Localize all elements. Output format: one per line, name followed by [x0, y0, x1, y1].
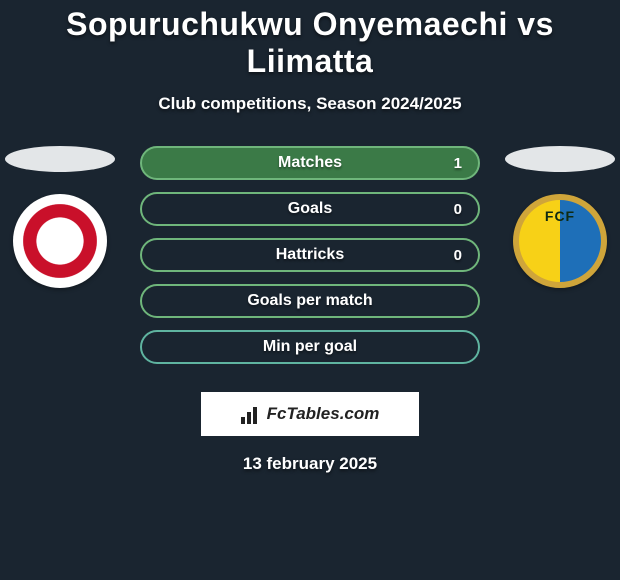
stat-bar-label: Min per goal: [263, 338, 357, 356]
subtitle: Club competitions, Season 2024/2025: [0, 94, 620, 114]
stat-bar-label: Matches: [278, 154, 342, 172]
stat-bar-label: Goals per match: [247, 292, 372, 310]
right-club-column: FCF: [500, 146, 620, 288]
stat-bars: Matches 1 Goals 0 Hattricks 0 Goals per match M…: [140, 146, 480, 364]
stat-bar-value: 0: [454, 201, 462, 218]
stat-bar: Goals per match: [140, 284, 480, 318]
stat-bar-label: Goals: [288, 200, 332, 218]
page-title: Sopuruchukwu Onyemaechi vs Liimatta: [0, 0, 620, 80]
date-line: 13 february 2025: [0, 454, 620, 474]
brand-text: FcTables.com: [267, 404, 380, 424]
bar-chart-icon: [241, 404, 261, 424]
stat-bar-value: 1: [454, 155, 462, 172]
right-club-crest-icon: FCF: [513, 194, 607, 288]
brand-badge: FcTables.com: [201, 392, 419, 436]
right-crest-label: FCF: [545, 208, 575, 224]
stat-bar: Hattricks 0: [140, 238, 480, 272]
stat-bar-label: Hattricks: [276, 246, 344, 264]
stat-bar: Min per goal: [140, 330, 480, 364]
stat-bar: Matches 1: [140, 146, 480, 180]
left-club-column: [0, 146, 120, 288]
right-shadow-ellipse: [505, 146, 615, 172]
stats-area: FCF Matches 1 Goals 0 Hattricks 0 Goals per ma…: [0, 146, 620, 376]
stat-bar: Goals 0: [140, 192, 480, 226]
left-shadow-ellipse: [5, 146, 115, 172]
stat-bar-value: 0: [454, 247, 462, 264]
left-club-crest-icon: [13, 194, 107, 288]
comparison-card: Sopuruchukwu Onyemaechi vs Liimatta Club…: [0, 0, 620, 580]
